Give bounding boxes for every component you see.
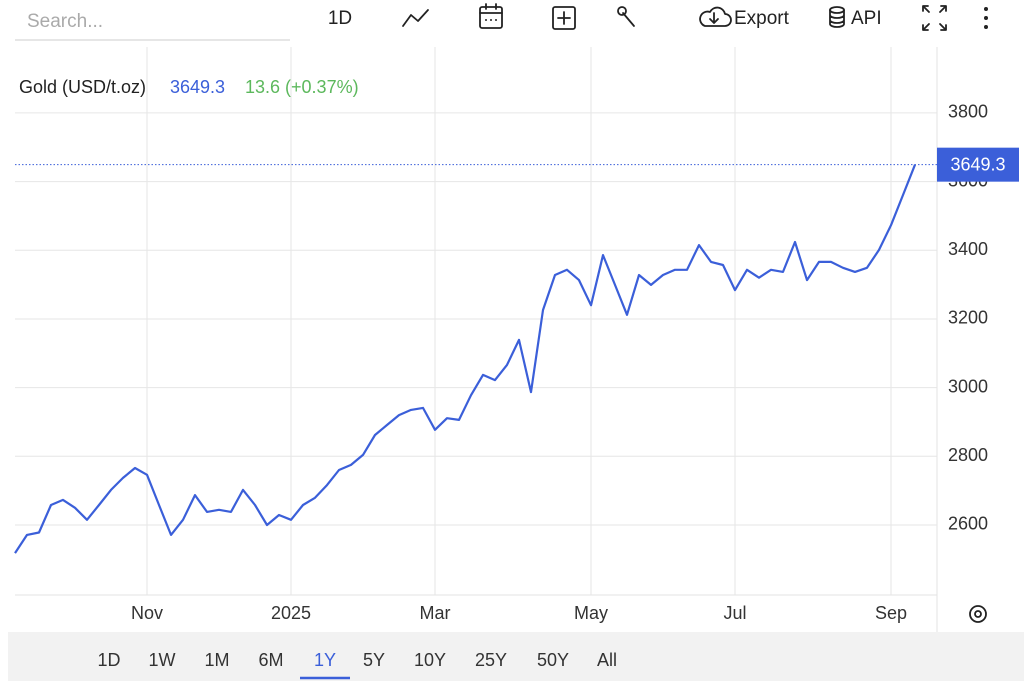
- range-button[interactable]: 1D: [97, 650, 120, 670]
- x-tick-label: Nov: [131, 603, 163, 623]
- range-button[interactable]: 5Y: [363, 650, 385, 670]
- toolbar: Search... 1D Export API: [15, 3, 988, 41]
- export-button[interactable]: Export: [699, 6, 790, 29]
- range-bar: [8, 632, 1024, 681]
- fullscreen-button[interactable]: [922, 5, 947, 31]
- plot-area: [14, 47, 938, 632]
- api-button[interactable]: API: [829, 6, 882, 29]
- compare-button[interactable]: [552, 6, 576, 30]
- chart-type-button[interactable]: [402, 9, 429, 27]
- api-label: API: [851, 8, 882, 29]
- price-line: [14, 164, 917, 554]
- last-price: 3649.3: [170, 77, 225, 97]
- range-button[interactable]: 1W: [149, 650, 176, 670]
- x-tick-label: Mar: [420, 603, 451, 623]
- price-change: 13.6 (+0.37%): [245, 77, 359, 97]
- y-tick-label: 3800: [948, 102, 988, 122]
- last-price-tag-label: 3649.3: [950, 154, 1005, 174]
- range-button[interactable]: 1M: [204, 650, 229, 670]
- last-price-tag: [937, 147, 1019, 182]
- range-button[interactable]: All: [597, 650, 617, 670]
- range-button[interactable]: 25Y: [475, 650, 507, 670]
- interval-button[interactable]: 1D: [328, 8, 352, 29]
- search-placeholder: Search...: [27, 11, 103, 32]
- y-tick-label: 3200: [948, 308, 988, 328]
- instrument-title: Gold (USD/t.oz): [19, 77, 146, 97]
- range-buttons: 1D 1W 1M 6M 1Y 5Y 10Y 25Y 50Y All: [97, 650, 617, 680]
- range-button[interactable]: 6M: [258, 650, 283, 670]
- range-button[interactable]: 50Y: [537, 650, 569, 670]
- y-tick-label: 3400: [948, 239, 988, 259]
- y-tick-label: 2600: [948, 514, 988, 534]
- y-tick-label: 3000: [948, 376, 988, 396]
- x-tick-label: Sep: [875, 603, 907, 623]
- x-tick-label: May: [574, 603, 608, 623]
- more-button[interactable]: [984, 7, 988, 29]
- x-tick-label: 2025: [271, 603, 311, 623]
- y-tick-label: 2800: [948, 445, 988, 465]
- calendar-button[interactable]: [479, 3, 503, 29]
- range-button[interactable]: 10Y: [414, 650, 446, 670]
- range-button[interactable]: 1Y: [314, 650, 336, 670]
- x-tick-label: Jul: [723, 603, 746, 623]
- settings-tool-button[interactable]: [617, 6, 635, 27]
- export-label: Export: [734, 8, 790, 29]
- search-box[interactable]: Search...: [15, 11, 290, 41]
- chart-settings-button[interactable]: [969, 605, 987, 623]
